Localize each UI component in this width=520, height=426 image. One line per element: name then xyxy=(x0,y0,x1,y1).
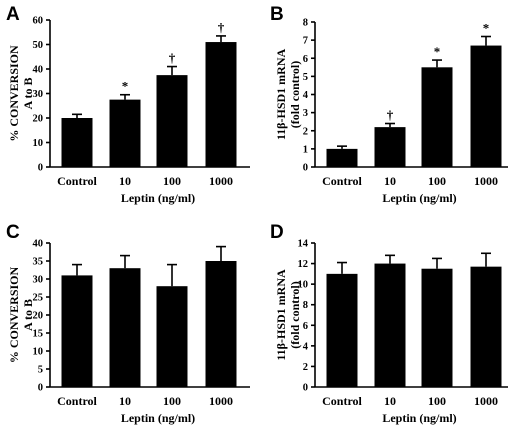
x-axis-label: Leptin (ng/ml) xyxy=(382,411,456,425)
bar xyxy=(109,99,141,167)
x-tick-label: Control xyxy=(57,174,97,188)
bar xyxy=(326,148,358,167)
x-tick-label: 10 xyxy=(119,394,131,408)
x-tick-label: 100 xyxy=(163,394,181,408)
y-axis-label-line2: (fold control) xyxy=(288,61,302,128)
significance-marker: † xyxy=(218,20,225,35)
x-tick-label: 1000 xyxy=(474,394,498,408)
bar xyxy=(421,67,453,167)
panel-label: C xyxy=(6,222,20,243)
y-tick-label: 10 xyxy=(33,347,44,358)
x-tick-label: 10 xyxy=(384,394,396,408)
y-axis-label-line2: (fold control) xyxy=(288,281,302,348)
significance-marker: * xyxy=(483,21,490,36)
bar xyxy=(421,268,453,387)
y-tick-label: 14 xyxy=(298,239,309,250)
bar xyxy=(374,263,406,387)
bar xyxy=(374,127,406,167)
y-tick-label: 15 xyxy=(33,329,44,340)
y-tick-label: 20 xyxy=(33,114,44,125)
y-tick-label: 6 xyxy=(303,321,308,332)
y-tick-label: 8 xyxy=(303,300,308,311)
x-tick-label: 100 xyxy=(428,394,446,408)
y-tick-label: 1 xyxy=(303,144,308,155)
y-tick-label: 4 xyxy=(303,341,309,352)
y-axis-label-line2: A to B xyxy=(21,77,35,109)
y-tick-label: 7 xyxy=(303,36,308,47)
bar xyxy=(156,75,188,167)
panel-c: C 0 5 10 15 20 25 30 35 40 % CONVERSION A to B Contr… xyxy=(6,222,250,425)
bar xyxy=(109,268,141,387)
significance-marker: † xyxy=(169,51,176,66)
y-tick-label: 25 xyxy=(33,293,44,304)
y-tick-label: 20 xyxy=(33,311,44,322)
x-axis-label: Leptin (ng/ml) xyxy=(382,191,456,205)
x-axis-label: Leptin (ng/ml) xyxy=(121,191,195,205)
panel-label: D xyxy=(270,222,284,243)
y-tick-label: 10 xyxy=(33,138,44,149)
y-axis-label-line1: % CONVERSION xyxy=(7,267,21,364)
bar xyxy=(61,275,93,387)
x-tick-label: 100 xyxy=(428,174,446,188)
panel-label: B xyxy=(270,4,284,25)
bar xyxy=(61,118,93,167)
y-tick-label: 2 xyxy=(303,126,308,137)
panel-b: B 0 1 2 3 4 5 6 7 8 11β-HSD1 mRNA (fold control) Con… xyxy=(270,4,508,205)
y-axis-label-line2: A to B xyxy=(21,299,35,331)
panel-d: D 0 2 4 6 8 10 12 14 11β-HSD1 mRNA (fold control) C… xyxy=(270,222,508,425)
x-tick-label: Control xyxy=(322,174,362,188)
y-tick-label: 50 xyxy=(33,40,44,51)
y-tick-label: 0 xyxy=(303,163,308,174)
y-tick-label: 0 xyxy=(38,163,43,174)
panel-a: A 0 10 20 30 40 50 60 % CONVERSION A to B Control *… xyxy=(6,4,250,205)
significance-marker: * xyxy=(122,79,129,94)
y-tick-label: 4 xyxy=(303,90,309,101)
y-tick-label: 60 xyxy=(33,16,44,27)
x-axis-label: Leptin (ng/ml) xyxy=(121,411,195,425)
y-tick-label: 40 xyxy=(33,239,44,250)
y-tick-label: 0 xyxy=(303,383,308,394)
y-axis-label-line1: 11β-HSD1 mRNA xyxy=(274,269,288,361)
bar xyxy=(205,261,237,387)
y-tick-label: 3 xyxy=(303,108,308,119)
y-tick-label: 12 xyxy=(298,259,309,270)
significance-marker: † xyxy=(387,108,394,123)
x-tick-label: 1000 xyxy=(209,174,233,188)
y-tick-label: 10 xyxy=(298,280,309,291)
bar xyxy=(156,286,188,387)
y-axis-label-line1: 11β-HSD1 mRNA xyxy=(274,49,288,141)
x-tick-label: 10 xyxy=(384,174,396,188)
bar xyxy=(205,42,237,167)
y-tick-label: 5 xyxy=(303,72,308,83)
x-tick-label: 1000 xyxy=(474,174,498,188)
y-tick-label: 6 xyxy=(303,54,308,65)
y-axis-label-line1: % CONVERSION xyxy=(7,45,21,142)
x-tick-label: 10 xyxy=(119,174,131,188)
y-tick-label: 30 xyxy=(33,275,44,286)
significance-marker: * xyxy=(434,44,441,59)
y-tick-label: 8 xyxy=(303,18,308,29)
y-tick-label: 40 xyxy=(33,65,44,76)
y-tick-label: 2 xyxy=(303,362,308,373)
x-tick-label: 100 xyxy=(163,174,181,188)
x-tick-label: Control xyxy=(322,394,362,408)
bar xyxy=(470,45,502,167)
bar xyxy=(470,266,502,387)
x-tick-label: 1000 xyxy=(209,394,233,408)
y-tick-label: 5 xyxy=(38,365,43,376)
y-tick-label: 0 xyxy=(38,383,43,394)
bar xyxy=(326,273,358,387)
y-tick-label: 35 xyxy=(33,257,44,268)
y-tick-label: 30 xyxy=(33,89,44,100)
panel-label: A xyxy=(6,4,20,25)
x-tick-label: Control xyxy=(57,394,97,408)
